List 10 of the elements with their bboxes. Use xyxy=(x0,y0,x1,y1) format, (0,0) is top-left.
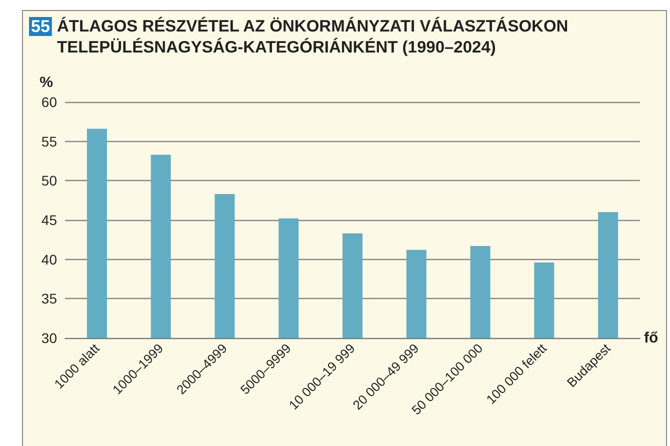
y-tick-label: 40 xyxy=(41,251,58,268)
y-tick-label: 30 xyxy=(41,330,58,346)
y-tick-label: 35 xyxy=(41,290,58,307)
y-tick-label: 60 xyxy=(41,94,58,110)
chart-title: ÁTLAGOS RÉSZVÉTEL AZ ÖNKORMÁNYZATI VÁLASZTÁSOKON TELEPÜLÉSNAGYSÁG-KATEGÓRIÁNKÉNT (1990–2024) xyxy=(57,16,573,56)
y-tick-label: 45 xyxy=(41,212,58,228)
x-axis-title: fő xyxy=(644,330,658,346)
y-tick-label: 55 xyxy=(41,133,58,150)
y-tick-label: 50 xyxy=(41,172,58,189)
y-axis-title: % xyxy=(40,74,53,91)
